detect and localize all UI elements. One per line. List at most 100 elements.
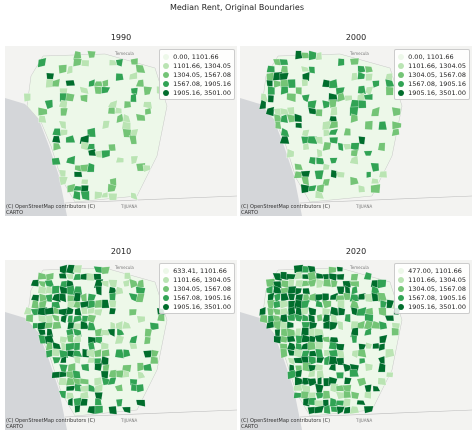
tract (307, 135, 318, 145)
tract (280, 348, 288, 359)
place-label: TIJUANA (356, 204, 373, 209)
tract (372, 342, 380, 349)
tract (314, 190, 325, 200)
legend-swatch (163, 285, 170, 292)
tract (100, 191, 109, 198)
tract (364, 65, 374, 74)
legend-swatch (398, 267, 405, 274)
tract (124, 272, 132, 280)
tract (372, 385, 381, 392)
legend-entry: 1905.16, 3501.00 (163, 302, 231, 311)
tract (135, 399, 146, 407)
tract (308, 107, 317, 115)
tract (391, 327, 399, 336)
tract (94, 392, 103, 401)
legend-swatch (398, 285, 405, 292)
tract (349, 369, 360, 378)
tract (45, 78, 55, 89)
tract (385, 86, 394, 96)
tract (100, 329, 111, 336)
tract (73, 273, 82, 281)
tract (350, 72, 358, 82)
tract (45, 314, 53, 324)
tract (287, 293, 296, 301)
tract (317, 376, 322, 386)
attribution: (C) OpenStreetMap contributors (C) CARTO (6, 204, 96, 216)
tract (149, 322, 159, 331)
legend-label: 1905.16, 3501.00 (408, 302, 466, 311)
tract (266, 79, 273, 87)
tract (344, 313, 351, 323)
tract (308, 66, 316, 74)
tract (115, 398, 123, 407)
tract (31, 299, 40, 310)
attribution: (C) OpenStreetMap contributors (C) CARTO (6, 418, 96, 430)
tract (72, 334, 82, 344)
tract (293, 264, 304, 274)
tract (135, 113, 146, 122)
tract (130, 93, 137, 103)
tract (316, 278, 325, 289)
tract (349, 155, 359, 165)
tract (336, 349, 345, 359)
tract (322, 141, 332, 152)
tract (321, 120, 331, 131)
tract (94, 308, 103, 317)
tract (94, 383, 104, 394)
tract (330, 169, 338, 179)
tract (65, 264, 76, 275)
place-label: Temecula (115, 265, 134, 270)
tract (65, 385, 76, 392)
tract (287, 79, 296, 89)
tract (121, 406, 131, 414)
tract (73, 397, 82, 407)
tract (385, 371, 394, 378)
tract (293, 383, 304, 392)
tract (372, 80, 380, 89)
legend-entry: 1567.08, 1905.16 (163, 79, 231, 88)
tract (314, 169, 325, 180)
tract (335, 372, 344, 379)
map (240, 46, 472, 216)
tract (364, 313, 374, 323)
legend-entry: 1567.08, 1905.16 (398, 79, 466, 88)
tract (94, 85, 103, 95)
tract (287, 313, 296, 322)
tract (358, 136, 366, 145)
tract (385, 348, 395, 359)
tract (349, 293, 360, 302)
tract (135, 383, 145, 393)
legend-swatch (163, 89, 170, 96)
tract (87, 307, 95, 315)
tract (59, 349, 69, 359)
tract (130, 192, 139, 201)
legend-label: 1905.16, 3501.00 (173, 302, 231, 311)
tract (377, 362, 386, 373)
tract (123, 100, 132, 109)
tract (377, 279, 387, 289)
tract (287, 285, 297, 295)
tract (359, 357, 366, 365)
tract (58, 176, 69, 186)
tract (328, 349, 339, 357)
tract (301, 79, 309, 87)
tract (114, 286, 124, 296)
ocean (240, 98, 302, 216)
tract (386, 299, 395, 309)
legend-label: 1304.05, 1567.08 (173, 70, 231, 79)
tract (363, 93, 373, 101)
tract (79, 378, 89, 385)
tract (107, 328, 116, 338)
legend-label: 1101.66, 1304.05 (408, 275, 466, 284)
panel-title: 1990 (110, 33, 132, 42)
tract (329, 106, 338, 117)
tract (115, 58, 124, 67)
tract (280, 335, 288, 344)
tract (37, 329, 46, 336)
tract (72, 264, 83, 274)
tract (115, 156, 124, 163)
tract (87, 50, 96, 59)
tract (100, 370, 109, 380)
tract (356, 320, 366, 329)
place-label: TIJUANA (121, 204, 138, 209)
